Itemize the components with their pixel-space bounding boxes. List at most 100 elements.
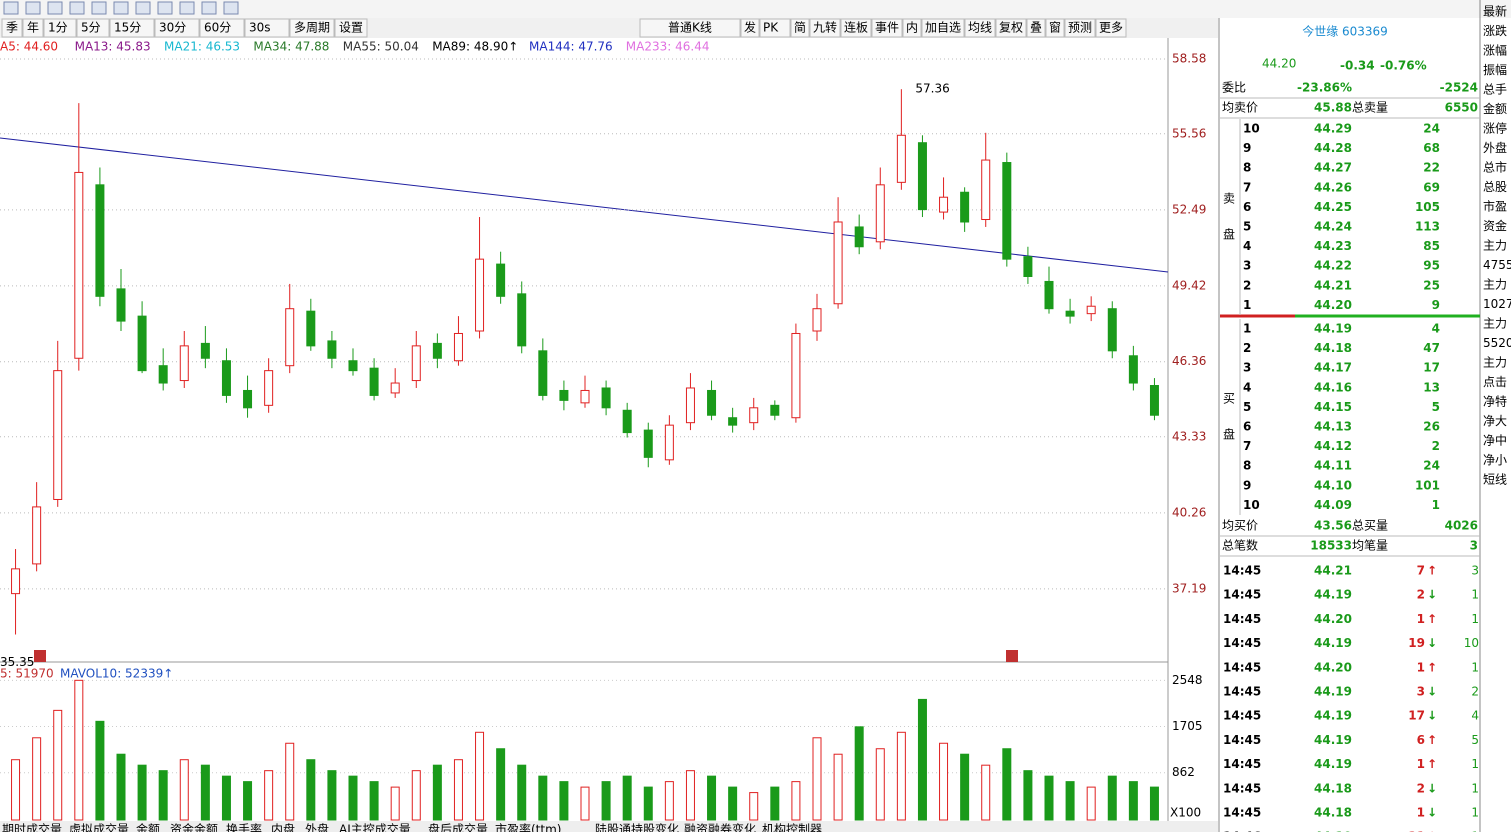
tool-button[interactable] — [1045, 18, 1065, 38]
trade-direction: ↓ — [1427, 588, 1437, 602]
candle-body — [833, 221, 843, 305]
volume-bar — [517, 764, 527, 821]
tool-button[interactable] — [109, 18, 155, 38]
side-label: 总市 — [1483, 160, 1507, 175]
tab[interactable]: 资金金额 — [170, 822, 218, 836]
volume-bar — [137, 764, 147, 821]
trade-price: 44.20 — [1314, 660, 1352, 674]
side-label: 振幅 — [1483, 62, 1507, 77]
trade-count: 4 — [1471, 709, 1479, 723]
tab[interactable]: 虚拟成交量 — [69, 822, 129, 836]
icon[interactable] — [113, 1, 129, 15]
trade-count: 10 — [1464, 636, 1479, 650]
book-volume: 1 — [1432, 498, 1440, 512]
tool-button[interactable] — [76, 18, 110, 38]
icon[interactable] — [47, 1, 63, 15]
icon[interactable] — [135, 1, 151, 15]
icon[interactable] — [179, 1, 195, 15]
volume-bar — [791, 781, 801, 821]
trade-volume: 3 — [1417, 685, 1425, 699]
candle-body — [601, 387, 611, 409]
side-label: 资金 — [1483, 218, 1507, 233]
side-label: 总手 — [1483, 83, 1507, 97]
candle-body — [411, 345, 421, 382]
tool-button[interactable] — [199, 18, 245, 38]
icon[interactable] — [201, 1, 217, 15]
trade-volume: 1 — [1417, 612, 1425, 626]
volume-bar — [95, 720, 105, 821]
tool-button[interactable] — [244, 18, 290, 38]
icon[interactable] — [69, 1, 85, 15]
scale-label: X100 — [1170, 806, 1201, 820]
icon[interactable] — [25, 1, 41, 15]
tab[interactable]: 内盘 — [271, 822, 295, 836]
event-marker[interactable] — [34, 650, 46, 662]
trade-count: 3 — [1471, 564, 1479, 578]
trade-time: 14:45 — [1223, 781, 1261, 795]
icon[interactable] — [157, 1, 173, 15]
volume-bar — [601, 781, 611, 821]
tool-button[interactable] — [759, 18, 791, 38]
tool-button[interactable] — [1, 18, 23, 38]
tool-button[interactable] — [809, 18, 841, 38]
ma-legend: A5: 44.60 — [0, 40, 58, 54]
trade-count: 1 — [1471, 588, 1479, 602]
tool-button[interactable] — [995, 18, 1027, 38]
y-tick-label: 58.58 — [1172, 51, 1206, 65]
side-label: 净特 — [1483, 394, 1507, 409]
trade-time: 14:45 — [1223, 564, 1261, 578]
change: -0.34 — [1340, 59, 1375, 73]
candle-body — [158, 365, 168, 384]
candle-body — [875, 184, 885, 243]
volume-legend: MAVOL10: 52339↑ — [60, 667, 173, 681]
icon[interactable] — [223, 1, 239, 15]
icon[interactable] — [91, 1, 107, 15]
tab[interactable]: 外盘 — [305, 822, 329, 836]
volume-bar — [1149, 786, 1159, 821]
tool-button[interactable] — [22, 18, 44, 38]
tool-button[interactable] — [790, 18, 810, 38]
tab[interactable]: AI主控成交量 — [339, 822, 411, 836]
candle-body — [1107, 308, 1117, 352]
volume-bar — [74, 679, 84, 821]
tool-button[interactable] — [334, 18, 368, 38]
stock-name: 今世缘 603369 — [1302, 24, 1388, 39]
tool-label: 叠 — [1030, 21, 1042, 35]
tab[interactable]: 机构控制器 — [762, 822, 822, 836]
tool-button[interactable] — [289, 18, 335, 38]
tool-label: 预测 — [1068, 21, 1092, 35]
book-price: 44.27 — [1314, 161, 1352, 175]
tool-button[interactable] — [1095, 18, 1127, 38]
tool-button[interactable] — [1064, 18, 1096, 38]
tool-button[interactable] — [964, 18, 996, 38]
tool-button[interactable] — [639, 18, 741, 38]
icon[interactable] — [3, 1, 19, 15]
candle-body — [728, 417, 738, 426]
tab[interactable]: 陆股通持股变化 — [595, 822, 679, 836]
book-volume: 68 — [1423, 141, 1440, 155]
tool-button[interactable] — [740, 18, 760, 38]
tool-button[interactable] — [154, 18, 200, 38]
tool-button[interactable] — [902, 18, 922, 38]
tool-button[interactable] — [871, 18, 903, 38]
tool-button[interactable] — [43, 18, 77, 38]
tool-button[interactable] — [1026, 18, 1046, 38]
tab[interactable]: 换手率 — [226, 822, 262, 836]
tab[interactable]: 金额 — [136, 822, 160, 836]
tab[interactable]: 盘后成交量 — [428, 822, 488, 836]
book-price: 44.13 — [1314, 420, 1352, 434]
tab[interactable]: 市盈率(ttm) — [495, 822, 561, 836]
book-price: 44.20 — [1314, 298, 1352, 312]
trade-direction: ↓ — [1427, 806, 1437, 820]
tool-button[interactable] — [921, 18, 965, 38]
side-label: 4755 — [1483, 258, 1511, 272]
book-level: 3 — [1243, 361, 1251, 375]
volume-bar — [221, 775, 231, 821]
tab[interactable]: 融资融券变化 — [684, 822, 756, 836]
trade-direction: ↓ — [1427, 636, 1437, 650]
tool-button[interactable] — [840, 18, 872, 38]
candle-body — [95, 184, 105, 297]
tab[interactable]: 期时成交量 — [2, 822, 62, 836]
event-marker[interactable] — [1006, 650, 1018, 662]
candle-body — [1086, 305, 1096, 315]
